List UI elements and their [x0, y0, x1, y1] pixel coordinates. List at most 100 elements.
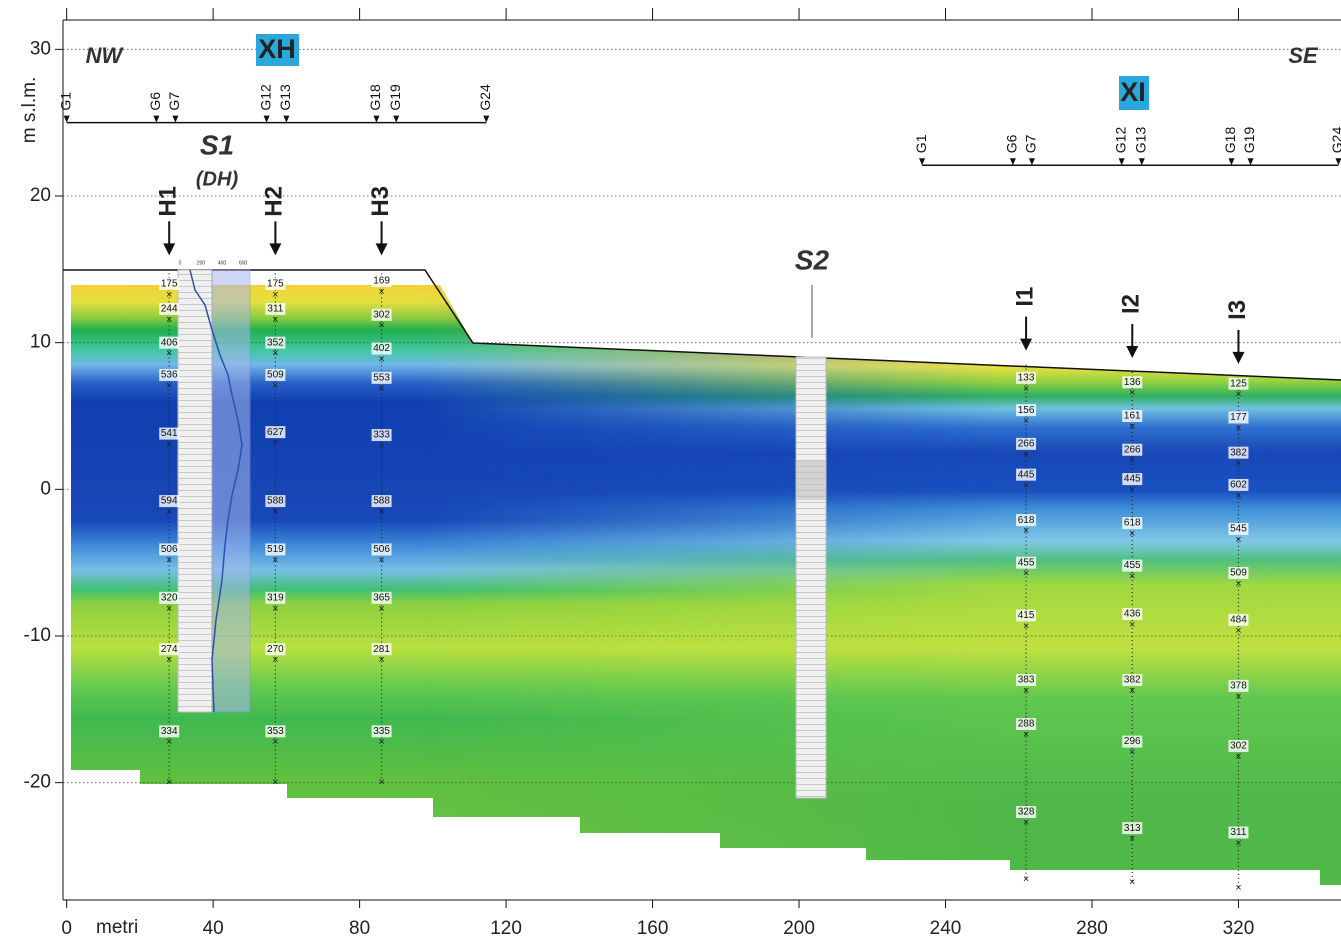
geophone-label: G6	[147, 92, 163, 111]
reading-marker: ×	[1023, 817, 1029, 829]
reading-label-bg	[159, 368, 180, 381]
reading-marker: ×	[1235, 422, 1241, 434]
reading-marker: ×	[1235, 458, 1241, 470]
reading-label: 415	[1018, 610, 1035, 621]
geophone	[63, 115, 70, 123]
reading-label: 484	[1230, 615, 1247, 626]
reading-label-bg	[1228, 478, 1249, 491]
borehole-bottom: ×	[1129, 876, 1135, 888]
reading-label-bg	[1122, 473, 1143, 486]
reading-label-bg	[1016, 609, 1037, 622]
reading-marker: ×	[1129, 484, 1135, 496]
geophone-label: G24	[477, 84, 493, 111]
reading-marker: ×	[1023, 525, 1029, 537]
reading-label-bg	[1122, 443, 1143, 456]
x-tick-label: 120	[490, 918, 522, 939]
reading-marker: ×	[1129, 421, 1135, 433]
borehole-bottom: ×	[166, 777, 172, 789]
xi-box	[1119, 76, 1149, 110]
reading-label: 588	[267, 496, 284, 507]
reading-label: 627	[267, 427, 284, 438]
reading-marker: ×	[1023, 729, 1029, 741]
reading-marker: ×	[166, 603, 172, 615]
reading-label-bg	[1016, 404, 1037, 417]
geophone-label: G24	[1329, 127, 1341, 154]
reading-label-bg	[371, 591, 392, 604]
reading-marker: ×	[1023, 480, 1029, 492]
geophone-label: G1	[57, 92, 73, 111]
reading-marker: ×	[1129, 571, 1135, 583]
geophone-label: G7	[166, 92, 182, 111]
reading-marker: ×	[1235, 534, 1241, 546]
reading-marker: ×	[1235, 490, 1241, 502]
borehole-arrowhead	[163, 243, 176, 256]
reading-label: 177	[1230, 412, 1247, 423]
reading-label: 288	[1018, 719, 1035, 730]
reading-label-bg	[159, 336, 180, 349]
reading-label-bg	[265, 643, 286, 656]
reading-marker: ×	[1235, 625, 1241, 637]
reading-label: 382	[1230, 447, 1247, 458]
geophone	[1118, 158, 1125, 166]
geophone	[153, 115, 160, 123]
xh-label: XH	[258, 34, 296, 64]
reading-label: 319	[267, 593, 284, 604]
reading-label-bg	[1228, 613, 1249, 626]
reading-marker: ×	[1129, 833, 1135, 845]
reading-marker: ×	[1129, 747, 1135, 759]
reading-label-bg	[1122, 674, 1143, 686]
geophone-label: G12	[1112, 127, 1128, 154]
reading-label: 402	[373, 343, 390, 354]
reading-marker: ×	[166, 736, 172, 748]
geophone-label: G18	[367, 84, 383, 111]
reading-label: 383	[1018, 675, 1035, 686]
reading-label: 382	[1124, 675, 1141, 686]
geophone	[393, 115, 400, 123]
reading-label: 175	[267, 279, 284, 290]
reading-label: 270	[267, 644, 284, 655]
reading-marker: ×	[272, 289, 278, 301]
geophone	[919, 158, 926, 166]
reading-marker: ×	[378, 320, 384, 332]
reading-label: 302	[1230, 741, 1247, 752]
reading-label: 175	[161, 279, 178, 290]
reading-marker: ×	[378, 554, 384, 566]
reading-label-bg	[1122, 735, 1143, 748]
reading-label: 125	[1230, 378, 1247, 389]
reading-marker: ×	[1023, 415, 1029, 427]
reading-label: 455	[1124, 560, 1141, 571]
geophone	[1009, 158, 1016, 166]
y-tick-label: 20	[30, 185, 51, 206]
reading-label: 378	[1230, 681, 1247, 692]
geophone-label: G19	[387, 84, 403, 111]
geophone	[483, 115, 490, 123]
reading-label: 333	[373, 430, 390, 441]
geophone-label: G18	[1222, 127, 1238, 154]
reading-marker: ×	[272, 554, 278, 566]
reading-label: 445	[1124, 474, 1141, 485]
reading-label-bg	[1122, 376, 1143, 389]
reading-label: 365	[373, 593, 390, 604]
reading-marker: ×	[166, 348, 172, 360]
reading-marker: ×	[1235, 389, 1241, 401]
x-axis-label: metri	[96, 917, 138, 938]
reading-label-bg	[371, 643, 392, 656]
reading-label-bg	[159, 643, 180, 656]
s1-scale-label: 400	[218, 260, 227, 266]
reading-label-bg	[265, 368, 286, 381]
borehole-arrowhead	[1020, 338, 1033, 351]
reading-label: 133	[1018, 373, 1035, 384]
s1-note: (DH)	[196, 168, 239, 190]
geophone-label: G13	[1132, 127, 1148, 154]
reading-marker: ×	[272, 654, 278, 666]
reading-marker: ×	[1023, 685, 1029, 697]
reading-marker: ×	[166, 506, 172, 518]
xi-label: XI	[1120, 77, 1146, 107]
geophone	[1247, 158, 1254, 166]
reading-label: 156	[1018, 405, 1035, 416]
reading-label: 302	[373, 309, 390, 320]
x-tick-label: 80	[349, 918, 370, 939]
reading-label-bg	[1016, 556, 1037, 569]
borehole-bottom: ×	[272, 777, 278, 789]
reading-marker: ×	[1129, 455, 1135, 467]
